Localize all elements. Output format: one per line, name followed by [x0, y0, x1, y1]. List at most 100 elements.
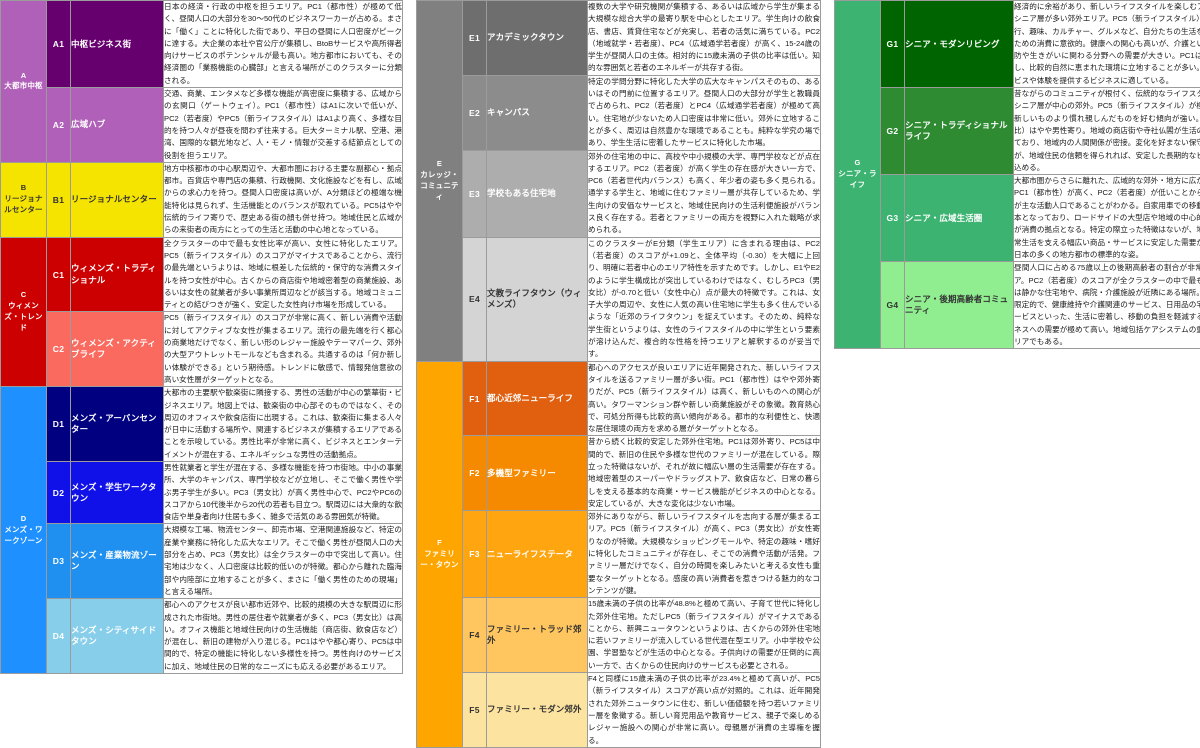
cluster-name-cell[interactable]: キャンパス	[487, 75, 588, 150]
cluster-code-cell[interactable]: E2	[463, 75, 487, 150]
cluster-code-cell[interactable]: A1	[47, 1, 71, 88]
cluster-description-cell: 都心へのアクセスが良い都市近郊や、比較的規模の大きな駅周辺に形成された市街地。男…	[164, 599, 403, 674]
group-letter: C	[1, 290, 46, 301]
cluster-description-cell: 大都市圏からさらに離れた、広域的な郊外・地方に広がる生活圏。PC1（都市性）が高…	[1014, 175, 1200, 262]
cluster-name-cell[interactable]: リージョナルセンター	[71, 162, 164, 237]
group-letter: G	[835, 158, 880, 169]
cluster-code-cell[interactable]: D3	[47, 524, 71, 599]
cluster-description-cell: 交通、商業、エンタメなど多様な機能が高密度に集積する、広域からの玄関口（ゲートウ…	[164, 88, 403, 163]
cluster-description-cell: 都心へのアクセスが良いエリアに近年開発された、新しいライフスタイルを送るファミリ…	[588, 361, 821, 436]
cluster-code-cell[interactable]: D1	[47, 387, 71, 462]
cluster-name-cell[interactable]: ウィメンズ・アクティブライフ	[71, 312, 164, 387]
cluster-name-cell[interactable]: ニューライフステータ	[487, 511, 588, 598]
cluster-description-cell: 特定の学問分野に特化した大学の広大なキャンパスそのもの、あるいはその門前に位置す…	[588, 75, 821, 150]
cluster-code-cell[interactable]: F3	[463, 511, 487, 598]
group-letter: A	[1, 71, 46, 82]
cluster-name-cell[interactable]: 広域ハブ	[71, 88, 164, 163]
cluster-code-cell[interactable]: G1	[881, 1, 905, 88]
cluster-code-cell[interactable]: G4	[881, 262, 905, 349]
cluster-name-cell[interactable]: シニア・広域生活圏	[905, 175, 1014, 262]
cluster-name-cell[interactable]: ウィメンズ・トラディショナル	[71, 237, 164, 312]
cluster-name-cell[interactable]: メンズ・学生ワークタウン	[71, 461, 164, 523]
cluster-name-cell[interactable]: アカデミックタウン	[487, 1, 588, 76]
cluster-code-cell[interactable]: A2	[47, 88, 71, 163]
cluster-description-cell: 経済的に余裕があり、新しいライフスタイルを楽しむアクティブなシニア層が多い郊外エ…	[1014, 1, 1200, 88]
cluster-name-cell[interactable]: 学校もある住宅地	[487, 150, 588, 237]
group-letter: E	[417, 159, 462, 170]
cluster-code-cell[interactable]: F5	[463, 673, 487, 748]
panel-gap-2	[821, 0, 834, 627]
cluster-code-cell[interactable]: B1	[47, 162, 71, 237]
cluster-code-cell[interactable]: F2	[463, 436, 487, 511]
cluster-description-cell: 男性就業者と学生が混在する、多様な機能を持つ市街地。中小の事業所、大学のキャンパ…	[164, 461, 403, 523]
cluster-description-cell: 昔から続く比較的安定した郊外住宅地。PC1は郊外寄り、PC5は中間的で、新旧の住…	[588, 436, 821, 511]
cluster-name-cell[interactable]: メンズ・産業物流ゾーン	[71, 524, 164, 599]
cluster-code-cell[interactable]: C1	[47, 237, 71, 312]
cluster-description-cell: PC5（新ライフスタイル）のスコアが非常に高く、新しい消費や活動に対してアクティ…	[164, 312, 403, 387]
cluster-name-cell[interactable]: 多機型ファミリー	[487, 436, 588, 511]
cluster-name-cell[interactable]: 文教ライフタウン（ウィメンズ）	[487, 237, 588, 361]
cluster-code-cell[interactable]: D4	[47, 599, 71, 674]
cluster-description-cell: 大規模な工場、物流センター、卸売市場、空港関連施設など、特定の産業や業務に特化し…	[164, 524, 403, 599]
cluster-code-cell[interactable]: D2	[47, 461, 71, 523]
group-letter: D	[1, 514, 46, 525]
cluster-name-cell[interactable]: ファミリー・モダン郊外	[487, 673, 588, 748]
table-row[interactable]: G3シニア・広域生活圏大都市圏からさらに離れた、広域的な郊外・地方に広がる生活圏…	[835, 175, 1200, 262]
cluster-name-cell[interactable]: シニア・後期高齢者コミュニティ	[905, 262, 1014, 349]
cluster-name-cell[interactable]: メンズ・アーバンセンター	[71, 387, 164, 462]
cluster-code-cell[interactable]: C2	[47, 312, 71, 387]
cluster-name-cell[interactable]: シニア・トラディショナルライフ	[905, 88, 1014, 175]
cluster-code-cell[interactable]: E1	[463, 1, 487, 76]
cluster-description-cell: 昔ながらのコミュニティが根付く、伝統的なライフスタイルを送るシニア層が中心の郊外…	[1014, 88, 1200, 175]
cluster-description-cell: 地方中核都市の中心駅周辺や、大都市圏における主要な副都心・拠点都市。百貨店や専門…	[164, 162, 403, 237]
cluster-description-cell: このクラスターがE分類（学生エリア）に含まれる理由は、PC2（若者度）のスコアが…	[588, 237, 821, 361]
cluster-code-cell[interactable]: E3	[463, 150, 487, 237]
cluster-name-cell[interactable]: メンズ・シティサイドタウン	[71, 599, 164, 674]
cluster-code-cell[interactable]: F1	[463, 361, 487, 436]
cluster-name-cell[interactable]: 都心近郊ニューライフ	[487, 361, 588, 436]
cluster-description-cell: 日本の経済・行政の中枢を担うエリア。PC1（都市性）が極めて低く、昼間人口の大部…	[164, 1, 403, 88]
cluster-code-cell[interactable]: E4	[463, 237, 487, 361]
group-name: メンズ・ワークゾーン	[1, 525, 46, 547]
group-name: 大都市中枢	[1, 81, 46, 92]
cluster-name-cell[interactable]: 中枢ビジネス街	[71, 1, 164, 88]
cluster-name-cell[interactable]: ファミリー・トラッド郊外	[487, 598, 588, 673]
cluster-description-cell: F4と同様に15歳未満の子供の比率が23.4%と極めて高いが、PC5（新ライフス…	[588, 673, 821, 748]
cluster-name-cell[interactable]: シニア・モダンリビング	[905, 1, 1014, 88]
cluster-code-cell[interactable]: F4	[463, 598, 487, 673]
cluster-code-cell[interactable]: G3	[881, 175, 905, 262]
cluster-code-cell[interactable]: G2	[881, 88, 905, 175]
